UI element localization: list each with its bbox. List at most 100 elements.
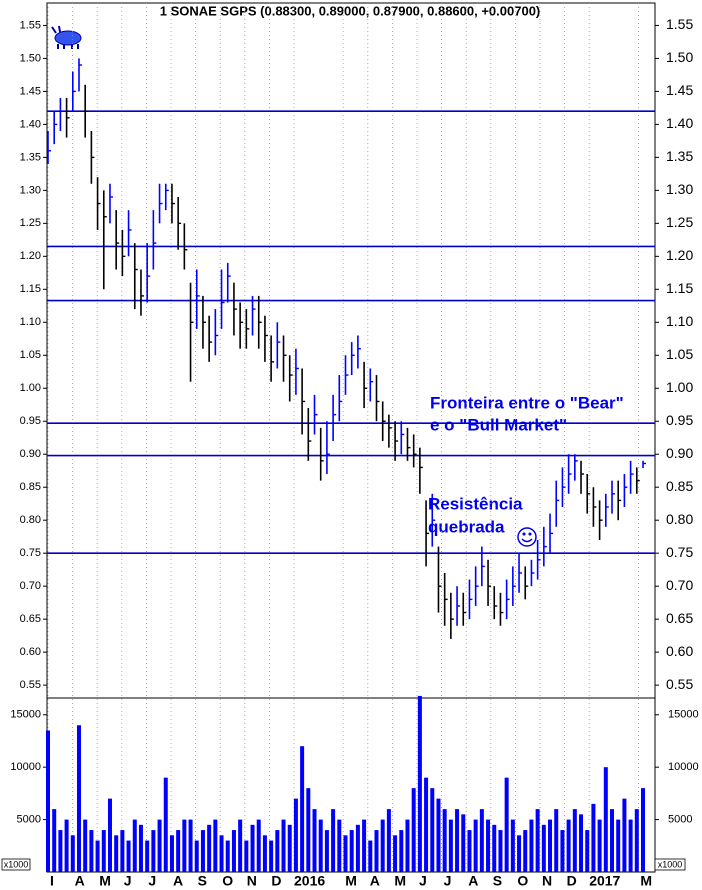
volume-bar bbox=[374, 830, 379, 872]
annotation: e o "Bull Market" bbox=[430, 415, 567, 434]
annotation: quebrada bbox=[428, 517, 505, 536]
x-tick-label: J bbox=[419, 873, 427, 889]
volume-bar bbox=[120, 830, 125, 872]
volume-bar bbox=[337, 819, 342, 872]
volume-bar bbox=[554, 809, 559, 872]
volume-bar bbox=[132, 819, 137, 872]
y-tick-label: 1.10 bbox=[666, 313, 693, 329]
y-tick-label: 1.55 bbox=[20, 19, 41, 31]
y-tick-label: 1.00 bbox=[666, 379, 693, 395]
volume-bar bbox=[182, 819, 187, 872]
volume-bar bbox=[405, 819, 410, 872]
volume-bar bbox=[46, 730, 50, 872]
volume-bar bbox=[138, 824, 143, 872]
y-tick-label: 1.00 bbox=[20, 382, 41, 394]
volume-bar bbox=[269, 840, 274, 872]
x-tick-label: J bbox=[148, 873, 156, 889]
volume-bar bbox=[157, 819, 162, 872]
volume-bar bbox=[64, 819, 69, 872]
volume-bar bbox=[188, 819, 193, 872]
volume-bar bbox=[455, 809, 460, 872]
volume-bar bbox=[380, 819, 385, 872]
x-tick-label: M bbox=[640, 873, 652, 889]
y-tick-label: 0.70 bbox=[20, 580, 41, 592]
x-tick-label: N bbox=[542, 873, 552, 889]
volume-bar bbox=[585, 830, 590, 872]
x-tick-label: O bbox=[517, 873, 528, 889]
x-tick-label: D bbox=[271, 873, 281, 889]
volume-bar bbox=[498, 830, 503, 872]
volume-bar bbox=[219, 835, 224, 872]
volume-bar bbox=[362, 819, 367, 872]
volume-bar bbox=[479, 809, 484, 872]
volume-bar bbox=[238, 819, 243, 872]
y-tick-label: 1.10 bbox=[20, 316, 41, 328]
x-tick-label: A bbox=[173, 873, 183, 889]
y-tick-label: 1.45 bbox=[20, 85, 41, 97]
y-tick-label: 1.25 bbox=[20, 217, 41, 229]
volume-bar bbox=[492, 824, 497, 872]
volume-bar bbox=[473, 819, 478, 872]
volume-bar bbox=[169, 835, 174, 872]
x-tick-label: O bbox=[222, 873, 233, 889]
volume-bar bbox=[417, 695, 422, 872]
volume-bar bbox=[176, 830, 181, 872]
y-tick-label: 1.45 bbox=[666, 82, 693, 98]
volume-bar bbox=[293, 798, 298, 872]
volume-bar bbox=[275, 830, 280, 872]
volume-bar bbox=[213, 819, 218, 872]
volume-bar bbox=[486, 819, 491, 872]
volume-bar bbox=[355, 824, 360, 872]
volume-bar bbox=[200, 830, 205, 872]
volume-bar bbox=[603, 767, 608, 872]
volume-bar bbox=[442, 809, 447, 872]
volume-bar bbox=[634, 809, 639, 872]
y-tick-label: 10000 bbox=[10, 761, 41, 773]
volume-bar bbox=[194, 840, 199, 872]
frame bbox=[46, 2, 656, 873]
volume-bar bbox=[610, 809, 615, 872]
volume-bar bbox=[448, 819, 453, 872]
y-tick-label: 0.90 bbox=[20, 448, 41, 460]
volume-bar bbox=[411, 788, 416, 872]
volume-bar bbox=[523, 830, 528, 872]
volume-bar bbox=[399, 830, 404, 872]
unit-label: x1000 bbox=[658, 859, 683, 869]
volume-bar bbox=[343, 835, 348, 872]
volume-bar bbox=[262, 835, 267, 872]
x-tick-label: 2017 bbox=[589, 873, 620, 889]
y-tick-label: 1.15 bbox=[20, 283, 41, 295]
y-tick-label: 1.50 bbox=[666, 49, 693, 65]
volume-bar bbox=[89, 830, 94, 872]
x-tick-label: S bbox=[198, 873, 207, 889]
volume-bar bbox=[225, 840, 230, 872]
x-tick-label: A bbox=[468, 873, 478, 889]
volume-bar bbox=[331, 809, 336, 872]
volume-bar bbox=[151, 830, 156, 872]
volume-bar bbox=[510, 819, 515, 872]
volume-bar bbox=[541, 824, 546, 872]
y-tick-label: 1.35 bbox=[666, 148, 693, 164]
y-tick-label: 0.55 bbox=[666, 676, 693, 692]
volume-bar bbox=[83, 819, 88, 872]
volume-bar bbox=[76, 725, 81, 872]
y-tick-label: 0.75 bbox=[20, 547, 41, 559]
volume-bar bbox=[467, 830, 472, 872]
x-tick-label: A bbox=[370, 873, 380, 889]
y-tick-label: 0.95 bbox=[666, 412, 693, 428]
y-tick-label: 1.35 bbox=[20, 151, 41, 163]
volume-bar bbox=[256, 819, 261, 872]
y-tick-label: 1.05 bbox=[20, 349, 41, 361]
volume-bar bbox=[349, 830, 354, 872]
volume-bar bbox=[70, 835, 75, 872]
y-tick-label: 1.30 bbox=[20, 184, 41, 196]
y-tick-label: 0.55 bbox=[20, 679, 41, 691]
y-tick-label: 1.05 bbox=[666, 346, 693, 362]
x-tick-label: J bbox=[124, 873, 132, 889]
volume-bar bbox=[641, 788, 645, 872]
volume-bar bbox=[566, 819, 571, 872]
y-tick-label: 0.75 bbox=[666, 544, 693, 560]
volume-bar bbox=[616, 819, 621, 872]
volume-bar bbox=[572, 809, 577, 872]
